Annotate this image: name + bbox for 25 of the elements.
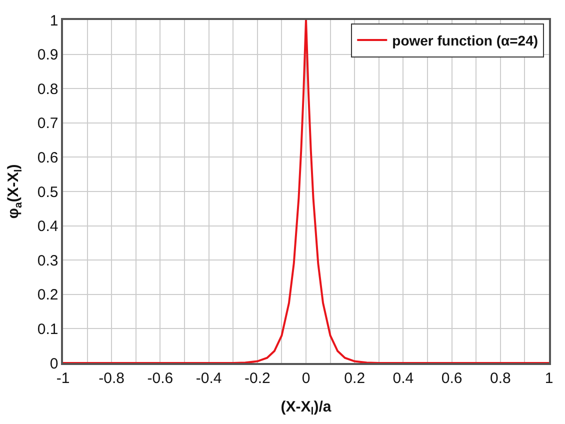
legend-label: power function (α=24): [392, 32, 538, 48]
y-tick-label: 0.4: [37, 218, 58, 236]
x-tick-label: -0.6: [147, 370, 174, 387]
y-tick-label: 0.6: [37, 149, 58, 166]
x-tick-label: 0.6: [441, 370, 462, 387]
y-tick-label: 0.3: [37, 252, 58, 270]
x-tick-label: 0.4: [392, 370, 414, 387]
y-tick-label: 0.9: [37, 46, 58, 64]
y-tick-label: 0: [50, 355, 58, 372]
x-tick-label: -0.8: [98, 370, 125, 387]
x-tick-label: -0.4: [196, 370, 222, 387]
x-tick-label: -0.2: [244, 370, 270, 387]
x-axis-title: (X-X$_{l}$)/a: [280, 398, 332, 418]
y-tick-label: 0.1: [37, 320, 58, 338]
y-tick-label: 0.5: [37, 184, 58, 201]
x-tick-label: 0: [302, 370, 310, 387]
line-series: [63, 20, 549, 363]
y-tick-label: 0.8: [37, 80, 58, 98]
x-tick-label: 0.2: [344, 370, 366, 387]
x-tick-label: 0.8: [490, 370, 511, 387]
y-tick-label: 1: [50, 12, 58, 30]
x-tick-label: -1: [56, 370, 70, 387]
y-tick-label: 0.7: [37, 115, 58, 132]
x-tick-label: 1: [544, 370, 554, 387]
y-tick-label: 0.2: [37, 286, 58, 304]
